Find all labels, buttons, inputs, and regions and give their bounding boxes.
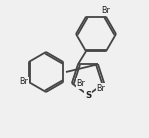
- Text: Br: Br: [19, 78, 28, 87]
- Text: Br: Br: [97, 84, 106, 93]
- Text: S: S: [85, 91, 91, 99]
- Text: Br: Br: [102, 6, 110, 15]
- Text: Br: Br: [76, 79, 85, 88]
